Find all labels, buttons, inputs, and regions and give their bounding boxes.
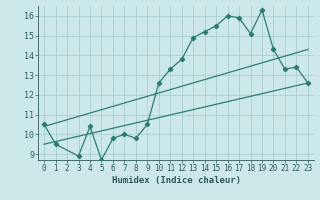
X-axis label: Humidex (Indice chaleur): Humidex (Indice chaleur) — [111, 176, 241, 185]
